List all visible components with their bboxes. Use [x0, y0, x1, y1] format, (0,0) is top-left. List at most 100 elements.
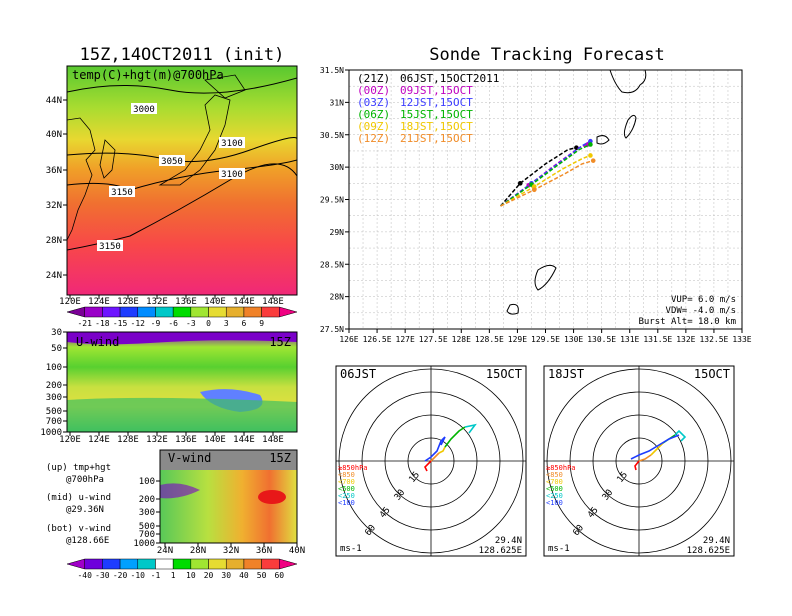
lat-tick-label: 44N — [46, 96, 62, 106]
ring-label: 15 — [615, 470, 630, 485]
track-x-tick-label: 129.5E — [531, 335, 560, 344]
lon-tick-label: 140E — [204, 297, 226, 307]
v-wind-label: V-wind — [168, 451, 211, 465]
track-marker — [517, 181, 523, 186]
temp-map-frame — [66, 65, 298, 296]
track-x-tick-label: 130E — [564, 335, 583, 344]
v-x-tick-label: 40N — [289, 546, 305, 556]
lat-tick-label: 36N — [46, 166, 62, 176]
u-wind-time: 15Z — [269, 335, 291, 349]
wind-colorbar-swatch — [225, 558, 245, 570]
coastline-japan — [158, 94, 231, 186]
lon-tick-label: 148E — [262, 297, 284, 307]
lat-tick-label: 40N — [46, 130, 62, 140]
coastline-korea — [99, 139, 116, 179]
colorbar-swatch — [102, 306, 121, 318]
colorbar-tick: -12 — [131, 319, 146, 328]
track-endpoint — [588, 142, 593, 147]
track-x-tick-label: 129E — [508, 335, 527, 344]
track-x-tick-label: 126.5E — [363, 335, 392, 344]
wind-colorbar-swatch — [155, 558, 174, 570]
wind-colorbar-tick: -40 — [77, 571, 92, 580]
track-line-3 — [500, 143, 591, 207]
u-x-tick-label: 136E — [175, 435, 197, 445]
legend-time: (21Z) — [357, 72, 390, 85]
u-x-tick-label: 140E — [204, 435, 226, 445]
wind-colorbar-swatch — [243, 558, 262, 570]
hodograph-frame — [335, 365, 527, 557]
hodograph-trace-4 — [464, 423, 477, 434]
contour-label: 3050 — [161, 157, 183, 167]
track-line-5 — [500, 159, 594, 207]
wind-colorbar-tick: -20 — [113, 571, 128, 580]
hodograph-trace-2 — [650, 442, 664, 456]
level-legend-item: <700 — [546, 478, 563, 486]
colorbar-tick: 9 — [259, 319, 264, 328]
legend-time: (12Z) — [357, 132, 390, 145]
track-y-tick-label: 28.5N — [320, 260, 344, 269]
lat-tick-label: 32N — [46, 201, 62, 211]
track-marker — [531, 184, 537, 189]
hodograph-unit: ms-1 — [548, 544, 570, 554]
v-x-tick-label: 24N — [157, 546, 173, 556]
level-legend-item: ≥850hPa — [546, 464, 576, 472]
temp-map-label: temp(C)+hgt(m)@700hPa — [72, 68, 224, 82]
wind-colorbar-tick: -1 — [151, 571, 161, 580]
colorbar-tick: -21 — [77, 319, 92, 328]
map-title: Sonde Tracking Forecast — [429, 45, 664, 65]
contour-label-bg — [97, 240, 123, 251]
u-x-tick-label: 132E — [146, 435, 168, 445]
wind-colorbar-swatch — [84, 558, 103, 570]
coastline-hokkaido — [204, 74, 246, 99]
coastline-asia — [67, 117, 96, 241]
colorbar-tick: -15 — [113, 319, 128, 328]
lon-tick-label: 136E — [175, 297, 197, 307]
contour-3000 — [67, 77, 297, 94]
island-yakushima — [596, 135, 610, 145]
hodograph-trace-2 — [438, 446, 446, 454]
legend-label: 06JST,15OCT2011 — [400, 72, 499, 85]
legend-label: 15JST,15OCT — [400, 108, 473, 121]
track-x-tick-label: 132E — [676, 335, 695, 344]
note-up: (up) tmp+hgt — [46, 463, 111, 473]
island-tanegashima — [623, 114, 637, 139]
u-y-tick-label: 100 — [46, 363, 62, 373]
contour-label: 3100 — [221, 170, 243, 180]
colorbar-tick: 3 — [224, 319, 229, 328]
u-x-tick-label: 124E — [88, 435, 110, 445]
wind-colorbar-tick: 50 — [257, 571, 267, 580]
track-x-tick-label: 126E — [339, 335, 358, 344]
colorbar-swatch — [137, 306, 156, 318]
lon-tick-label: 124E — [88, 297, 110, 307]
track-endpoint — [588, 138, 593, 144]
u-y-tick-label: 700 — [46, 417, 62, 427]
hodograph-lon: 128.625E — [687, 546, 730, 556]
u-x-tick-label: 148E — [262, 435, 284, 445]
track-x-tick-label: 128.5E — [475, 335, 504, 344]
level-legend-item: <250 — [546, 492, 563, 500]
track-x-tick-label: 128E — [452, 335, 471, 344]
contour-label: 3150 — [111, 188, 133, 198]
v-x-tick-label: 36N — [256, 546, 272, 556]
wind-colorbar-swatch — [261, 558, 280, 570]
wind-colorbar-tick: -10 — [131, 571, 146, 580]
note-bot-level: @128.66E — [66, 536, 109, 546]
hodograph-trace-4 — [674, 429, 687, 442]
v-y-tick-label: 1000 — [133, 539, 155, 549]
track-x-tick-label: 127.5E — [419, 335, 448, 344]
u-wind-green-band — [67, 397, 297, 432]
wind-colorbar-swatch — [66, 558, 85, 570]
legend-label: 18JST,15OCT — [400, 120, 473, 133]
v-wind-top-band — [160, 450, 297, 470]
hodograph-trace-0 — [634, 460, 640, 471]
note-mid: (mid) u-wind — [46, 493, 111, 503]
contour-label: 3100 — [221, 139, 243, 149]
wind-colorbar-tick: 20 — [204, 571, 214, 580]
wind-colorbar-tick: 60 — [274, 571, 284, 580]
contour-label-bg — [159, 155, 185, 166]
track-y-tick-label: 30N — [330, 163, 345, 172]
track-marker — [531, 187, 537, 193]
v-wind-time: 15Z — [269, 451, 291, 465]
u-x-tick-label: 120E — [59, 435, 81, 445]
